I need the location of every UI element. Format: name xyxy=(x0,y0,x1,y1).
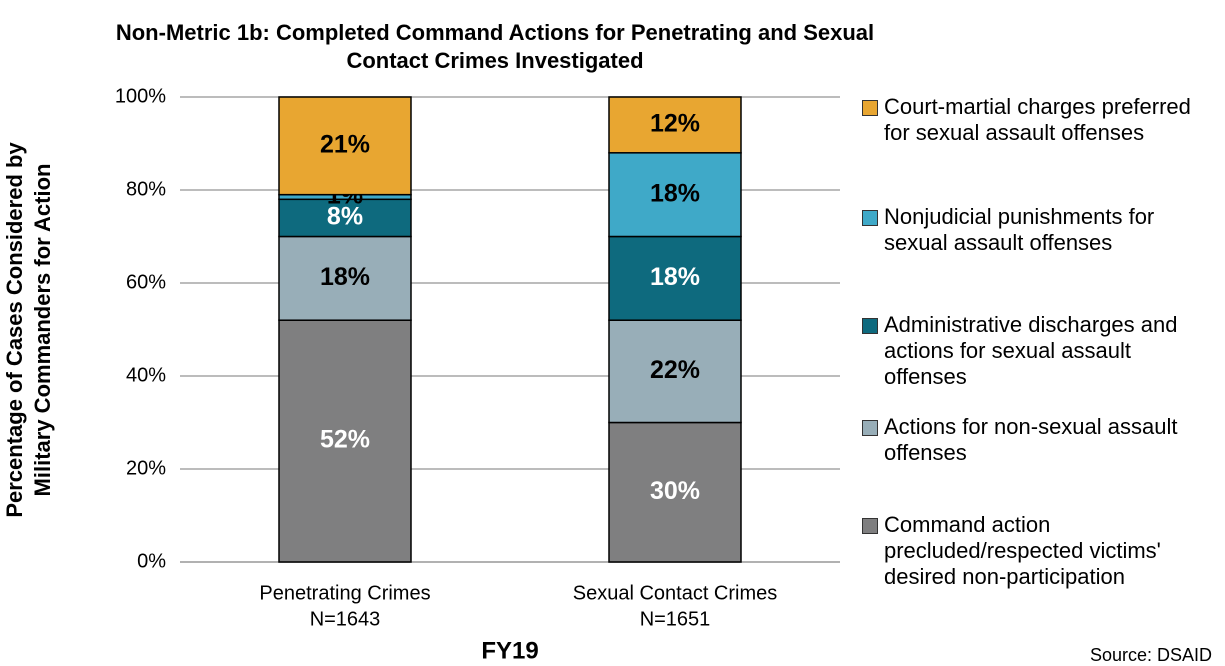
y-axis-title-line: Percentage of Cases Considered by xyxy=(2,142,27,518)
y-tick-label: 100% xyxy=(115,85,166,107)
data-label: 22% xyxy=(650,356,700,384)
legend-item: Nonjudicial punishments for sexual assau… xyxy=(862,204,1212,256)
x-tick-note: N=1651 xyxy=(640,608,711,630)
data-label: 21% xyxy=(320,130,370,158)
data-label: 30% xyxy=(650,477,700,505)
bar-segment xyxy=(278,319,412,563)
legend-label: Command action precluded/respected victi… xyxy=(884,512,1161,589)
legend-swatch xyxy=(862,210,878,226)
legend-item: Actions for non-sexual assault offenses xyxy=(862,414,1212,466)
source-note: Source: DSAID xyxy=(1090,645,1212,665)
bar-segment xyxy=(278,96,412,196)
y-tick-label: 20% xyxy=(126,457,166,479)
x-tick-label: Penetrating Crimes xyxy=(259,582,430,604)
bar-segment xyxy=(608,421,742,563)
bar-segment xyxy=(278,198,412,238)
y-tick-label: 40% xyxy=(126,364,166,386)
y-axis-title: Percentage of Cases Considered by Milita… xyxy=(2,142,55,518)
legend-item: Court-martial charges preferred for sexu… xyxy=(862,94,1212,146)
chart-title: Non-Metric 1b: Completed Command Actions… xyxy=(116,20,874,45)
legend-label: Court-martial charges preferred for sexu… xyxy=(884,94,1191,145)
y-tick-label: 0% xyxy=(137,550,166,572)
data-label: 18% xyxy=(650,263,700,291)
legend-swatch xyxy=(862,100,878,116)
legend-item: Command action precluded/respected victi… xyxy=(862,512,1212,590)
legend-swatch xyxy=(862,518,878,534)
x-tick-label: Sexual Contact Crimes xyxy=(573,582,778,604)
chart-title: Contact Crimes Investigated xyxy=(346,48,643,73)
data-label: 18% xyxy=(650,179,700,207)
data-label: 52% xyxy=(320,426,370,454)
legend-swatch xyxy=(862,318,878,334)
y-axis-title-line: Military Commanders for Action xyxy=(30,164,55,497)
y-tick-label: 80% xyxy=(126,178,166,200)
x-tick-note: N=1643 xyxy=(310,608,381,630)
bar-segment xyxy=(608,319,742,424)
bar-segment xyxy=(608,235,742,321)
legend-label: Administrative discharges and actions fo… xyxy=(884,312,1178,389)
data-label: 8% xyxy=(327,203,363,231)
bar-segment xyxy=(608,96,742,154)
data-label: 18% xyxy=(320,263,370,291)
y-tick-label: 60% xyxy=(126,271,166,293)
legend-item: Administrative discharges and actions fo… xyxy=(862,312,1212,390)
legend-label: Nonjudicial punishments for sexual assau… xyxy=(884,204,1155,255)
legend-swatch xyxy=(862,420,878,436)
data-label: 12% xyxy=(650,110,700,138)
legend-label: Actions for non-sexual assault offenses xyxy=(884,414,1178,465)
bar-segment xyxy=(278,235,412,321)
bar-segment xyxy=(608,152,742,238)
x-axis-title: FY19 xyxy=(481,637,538,664)
